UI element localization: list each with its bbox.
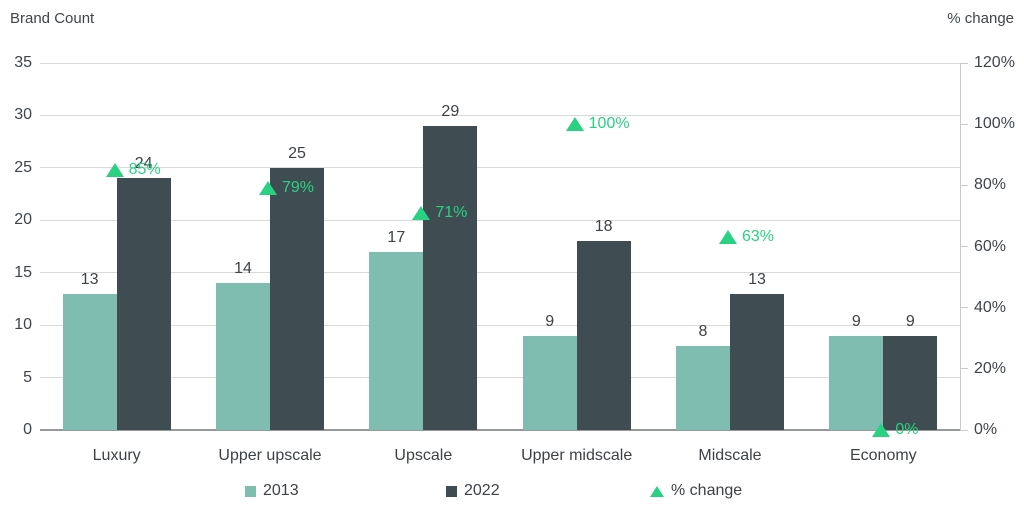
bar-2013-upscale	[369, 251, 424, 430]
x-axis-line	[40, 429, 960, 431]
bar-value-label: 17	[387, 228, 406, 246]
pct-change-label: 85%	[128, 161, 161, 179]
bar-value-label: 29	[441, 102, 460, 120]
triangle-up-icon	[719, 230, 737, 245]
bar-value-label: 9	[545, 312, 555, 330]
gridline	[40, 377, 960, 379]
legend: 2013 2022 % change	[0, 480, 1024, 502]
category-label-upper-upscale: Upper upscale	[218, 447, 322, 464]
legend-label: % change	[671, 482, 743, 499]
right-axis-tick-label: 100%	[974, 115, 1015, 133]
bar-2022-midscale	[730, 293, 784, 430]
bar-2013-upper-upscale	[216, 283, 270, 430]
legend-label: 2022	[464, 482, 500, 499]
right-axis-tick	[960, 62, 968, 64]
legend-item-2013: 2013	[245, 480, 299, 502]
bar-value-label: 14	[234, 260, 252, 278]
pct-change-label: 100%	[588, 115, 630, 133]
left-axis-tick-label: 30	[14, 106, 32, 124]
category-label-midscale: Midscale	[698, 447, 762, 464]
bar-value-label: 9	[851, 312, 861, 330]
bar-value-label: 25	[288, 144, 306, 162]
triangle-up-icon	[259, 181, 277, 196]
bar-value-label: 9	[905, 312, 915, 330]
triangle-up-icon	[872, 423, 891, 437]
bar-2013-midscale	[676, 346, 730, 430]
gridline	[40, 272, 960, 274]
left-axis-tick-label: 5	[23, 368, 32, 386]
right-axis-tick	[960, 123, 968, 125]
right-axis-tick-label: 80%	[974, 176, 1007, 194]
pct-change-marker-upscale: 71%	[412, 203, 467, 223]
bar-2022-luxury	[116, 178, 171, 430]
right-axis-tick-label: 20%	[974, 359, 1007, 377]
left-axis-tick-label: 25	[14, 158, 32, 176]
pct-change-label: 79%	[282, 179, 315, 197]
triangle-up-icon	[412, 205, 431, 220]
right-axis-title: % change	[947, 10, 1014, 27]
left-axis-tick-label: 20	[14, 211, 32, 229]
bar-2022-upper-upscale	[270, 167, 324, 430]
bar-value-label: 13	[80, 270, 99, 288]
left-axis-title: Brand Count	[10, 10, 95, 27]
bar-value-label: 18	[594, 218, 613, 236]
right-axis-tick	[960, 368, 968, 370]
bar-value-label: 8	[698, 323, 708, 341]
right-axis-tick-label: 60%	[974, 237, 1007, 255]
pct-change-marker-upper-upscale: 79%	[259, 178, 314, 198]
bar-2022-economy	[883, 335, 938, 430]
bar-value-label: 24	[134, 155, 153, 173]
bar-2013-economy	[829, 335, 884, 430]
right-axis-tick	[960, 429, 968, 431]
right-axis-tick	[960, 246, 968, 247]
pct-change-label: 0%	[895, 421, 919, 438]
gridline	[40, 219, 960, 221]
legend-square-2013-icon	[245, 485, 256, 497]
right-axis-tick	[960, 307, 968, 309]
legend-label: 2013	[263, 482, 299, 499]
pct-change-marker-upper-midscale: 100%	[565, 114, 630, 134]
right-axis-tick-label: 0%	[974, 421, 998, 438]
bar-2022-upper-midscale	[576, 241, 631, 430]
left-axis-tick-label: 35	[14, 54, 32, 71]
right-axis-tick	[960, 184, 968, 186]
legend-item-2022: 2022	[446, 480, 500, 502]
category-label-upper-midscale: Upper midscale	[521, 447, 633, 464]
bar-2013-luxury	[62, 293, 117, 430]
bar-value-label: 13	[748, 270, 766, 288]
legend-square-2022-icon	[446, 485, 457, 497]
category-label-upscale: Upscale	[394, 447, 453, 464]
bar-2022-upscale	[423, 125, 478, 430]
pct-change-marker-economy: 0%	[872, 420, 918, 440]
gridline	[40, 114, 960, 116]
category-label-economy: Economy	[849, 447, 917, 464]
bar-2013-upper-midscale	[522, 335, 577, 430]
triangle-up-icon	[105, 163, 124, 178]
category-label-luxury: Luxury	[92, 447, 141, 464]
left-axis-tick-label: 15	[14, 263, 32, 281]
left-axis-tick-label: 10	[14, 316, 32, 334]
right-axis-tick-label: 40%	[974, 298, 1007, 316]
pct-change-label: 71%	[435, 203, 468, 221]
left-axis-tick-label: 0	[23, 421, 32, 438]
pct-change-label: 63%	[742, 228, 775, 246]
gridline	[40, 324, 960, 326]
gridline	[40, 62, 960, 64]
right-axis-tick-label: 120%	[974, 54, 1015, 71]
gridline	[40, 167, 960, 169]
legend-item-pct-change: % change	[650, 480, 742, 502]
triangle-up-icon	[565, 117, 584, 132]
pct-change-marker-midscale: 63%	[719, 227, 774, 247]
legend-triangle-up-icon	[650, 485, 664, 497]
pct-change-marker-luxury: 85%	[105, 160, 161, 180]
